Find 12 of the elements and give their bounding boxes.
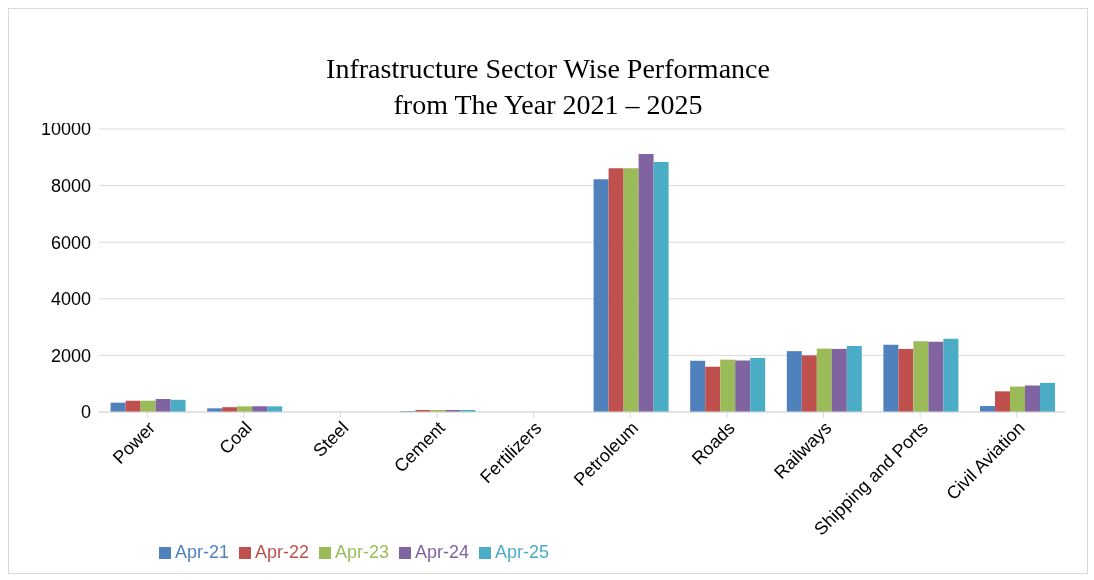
legend-label: Apr-25	[495, 542, 550, 562]
legend-label: Apr-24	[415, 542, 470, 562]
chart-title: Infrastructure Sector Wise Performance from The Year 2021 – 2025	[325, 52, 771, 120]
y-tick-label: 8000	[50, 175, 91, 196]
y-tick-label: 4000	[50, 289, 91, 310]
legend-label: Apr-21	[174, 542, 229, 562]
legend-label: Apr-22	[254, 542, 309, 562]
y-tick-label: 6000	[50, 232, 91, 253]
y-tick-label: 2000	[50, 345, 91, 366]
legend-label: Apr-23	[334, 542, 390, 562]
y-tick-label: 0	[80, 402, 91, 423]
y-tick-label: 10000	[40, 119, 91, 140]
